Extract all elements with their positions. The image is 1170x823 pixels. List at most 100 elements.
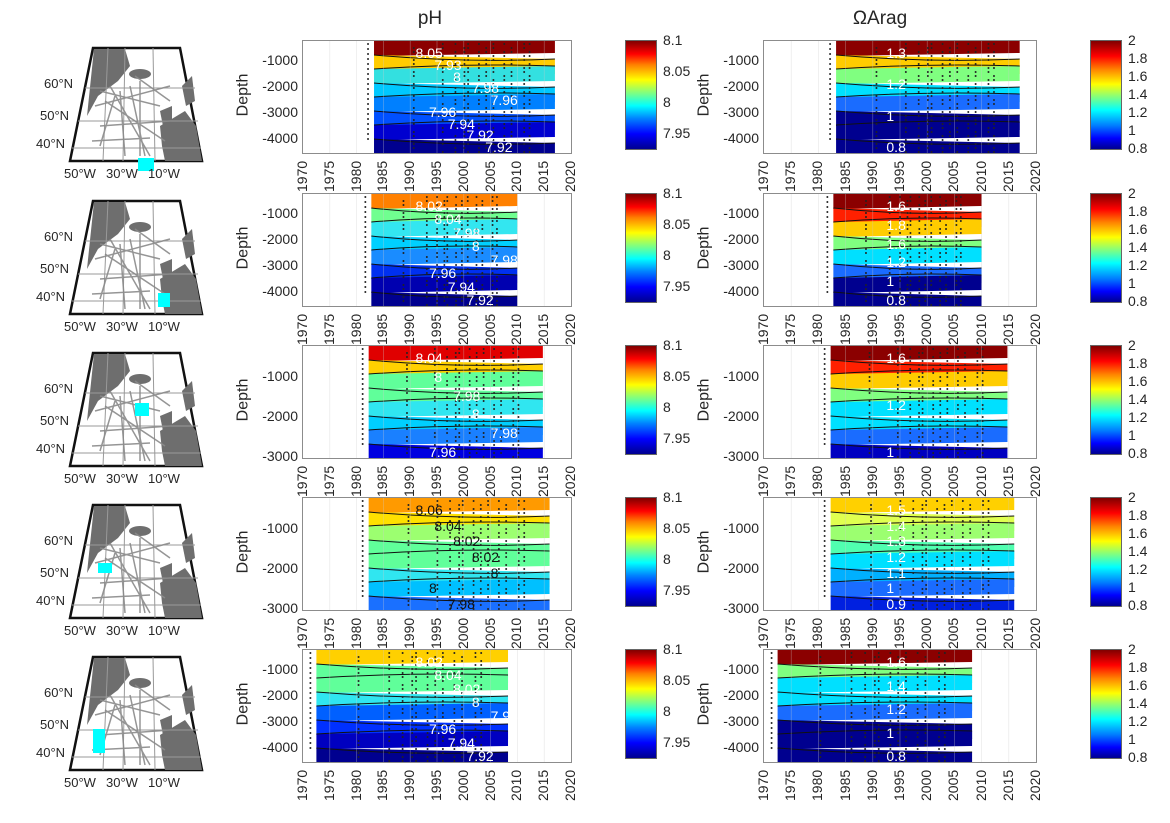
ph-column-title: pH [417, 8, 443, 29]
contour-label: 8.04 [434, 211, 462, 228]
y-tick: -4000 [723, 738, 759, 755]
x-tick: 1985 [374, 769, 391, 801]
colorbar-tick: 7.95 [663, 124, 691, 141]
colorbar-tick: 1.6 [1128, 373, 1148, 389]
contour-label: 7.94 [447, 734, 475, 751]
x-tick: 1985 [836, 160, 853, 192]
x-tick: 2005 [945, 465, 962, 497]
x-tick: 2000 [918, 313, 935, 345]
colorbar-tick: 8 [663, 702, 671, 719]
om-colorbar [1090, 649, 1122, 759]
colorbar-tick: 0.8 [1128, 445, 1148, 461]
colorbar-tick: 8 [663, 398, 671, 415]
longitude-label: 10°W [148, 471, 180, 486]
y-tick: -2000 [262, 560, 298, 576]
colorbar-tick: 1.4 [1128, 543, 1148, 559]
x-tick: 1975 [320, 769, 337, 801]
contour-label: 7.98 [453, 387, 481, 404]
x-tick: 1980 [809, 617, 826, 649]
x-tick: 1995 [891, 160, 907, 192]
x-tick: 1990 [863, 769, 880, 801]
region-map-2: 60°N 50°N 40°N 50°W 30°W 10°W [0, 199, 240, 359]
x-tick: 2010 [972, 313, 989, 345]
ph-colorbar [625, 497, 657, 607]
x-tick: 1985 [836, 465, 853, 497]
colorbar-tick: 1.4 [1128, 86, 1148, 102]
x-tick: 2015 [535, 160, 552, 192]
x-tick: 1990 [863, 313, 880, 345]
colorbar-tick: 0.8 [1128, 749, 1148, 765]
contour-label: 1.6 [886, 235, 906, 252]
contour-label: 8 [471, 694, 480, 711]
x-tick: 2020 [562, 313, 578, 345]
colorbar-tick: 8.1 [663, 489, 683, 505]
contour-label: 7.93 [434, 56, 462, 73]
y-tick: -3000 [723, 256, 759, 273]
colorbar-tick: 1.6 [1128, 677, 1148, 693]
x-tick: 2020 [562, 617, 578, 649]
ph-colorbar [625, 193, 657, 303]
contour-label: 8 [490, 564, 499, 581]
y-tick: -1000 [723, 51, 759, 68]
x-tick: 1975 [782, 617, 799, 649]
contour-label: 1 [886, 107, 895, 124]
om-panel-2: 1.6 1.8 1.6 1.2 1 0.8 [763, 193, 1037, 307]
x-tick: 2000 [918, 617, 935, 649]
latitude-label: 40°N [36, 136, 66, 151]
colorbar-tick: 1 [1128, 579, 1136, 595]
x-tick: 2000 [918, 465, 935, 497]
x-tick: 1980 [347, 465, 364, 497]
x-tick: 1995 [891, 617, 907, 649]
x-tick: 1975 [320, 160, 337, 192]
colorbar-tick: 8.05 [663, 216, 691, 233]
x-tick: 2010 [972, 769, 989, 801]
latitude-label: 40°N [36, 745, 66, 760]
x-tick: 1995 [428, 465, 444, 497]
colorbar-tick: 7.95 [663, 429, 691, 446]
x-tick: 2015 [535, 617, 552, 649]
colorbar-tick: 1 [1128, 122, 1136, 138]
contour-label: 1.4 [886, 677, 906, 694]
contour-label: 8.04 [434, 517, 462, 534]
y-tick: -3000 [723, 712, 759, 729]
colorbar-tick: 1.2 [1128, 257, 1148, 273]
x-tick: 1970 [294, 160, 310, 192]
latitude-label: 40°N [36, 593, 66, 608]
om-colorbar [1090, 193, 1122, 303]
x-tick: 2005 [481, 465, 498, 497]
latitude-label: 60°N [44, 685, 74, 700]
colorbar-tick: 8.1 [663, 337, 683, 353]
x-tick: 1995 [428, 617, 444, 649]
contour-label: 1.6 [886, 350, 906, 366]
x-tick: 2020 [1027, 313, 1043, 345]
contour-label: 7.98 [490, 425, 518, 442]
x-tick: 1990 [863, 160, 880, 192]
longitude-label: 30°W [106, 775, 138, 790]
x-tick: 2005 [481, 769, 498, 801]
x-tick: 1985 [836, 769, 853, 801]
x-tick: 1970 [755, 160, 771, 192]
om-colorbar [1090, 497, 1122, 607]
colorbar-tick: 1.4 [1128, 239, 1148, 255]
contour-label: 1.2 [886, 549, 906, 565]
x-tick: 1990 [863, 617, 880, 649]
contour-label: 8.02 [453, 680, 481, 697]
x-tick: 2015 [999, 617, 1016, 649]
y-tick: -2000 [723, 686, 759, 703]
contour-label: 1.3 [886, 533, 906, 550]
om-panel-5: 1.6 1.4 1.2 1 0.8 [763, 649, 1037, 763]
x-tick: 1995 [428, 160, 444, 192]
x-tick: 2015 [535, 313, 552, 345]
y-tick: -4000 [262, 738, 298, 755]
colorbar-tick: 0.8 [1128, 597, 1148, 613]
colorbar-tick: 8.05 [663, 368, 691, 385]
colorbar-tick: 2 [1128, 337, 1136, 353]
x-tick: 1970 [294, 769, 310, 801]
x-tick: 2020 [1027, 465, 1043, 497]
contour-label: 7.96 [428, 444, 457, 459]
contour-label: 7.98 [471, 80, 500, 97]
x-tick: 1980 [809, 160, 826, 192]
x-tick: 1975 [782, 160, 799, 192]
ph-panel-4: 8.06 8.04 8.02 8.02 8 8 7.98 [302, 497, 572, 611]
contour-label: 8 [428, 580, 437, 597]
